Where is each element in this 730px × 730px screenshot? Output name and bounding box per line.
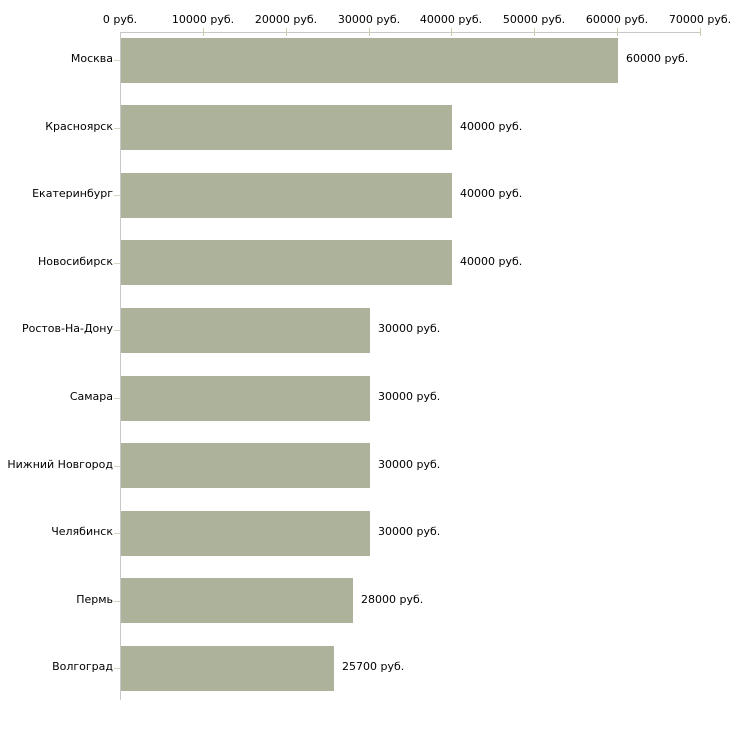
x-axis-tick [203, 28, 204, 36]
y-axis-tick [114, 128, 120, 129]
value-label: 30000 руб. [378, 390, 441, 403]
value-label: 40000 руб. [460, 255, 523, 268]
y-axis-tick [114, 533, 120, 534]
y-axis-tick [114, 330, 120, 331]
bar [121, 105, 452, 150]
value-label: 30000 руб. [378, 458, 441, 471]
bar [121, 376, 370, 421]
x-axis-tick [534, 28, 535, 36]
bar [121, 511, 370, 556]
x-axis-tick [369, 28, 370, 36]
y-axis-tick [114, 601, 120, 602]
category-label: Челябинск [51, 525, 113, 538]
category-label: Ростов-На-Дону [21, 322, 113, 335]
category-label: Красноярск [45, 120, 113, 133]
x-axis-tick [286, 28, 287, 36]
value-label: 30000 руб. [378, 322, 441, 335]
category-label: Новосибирск [37, 255, 113, 268]
y-axis-line [120, 32, 121, 700]
bar [121, 240, 452, 285]
y-axis-tick [114, 195, 120, 196]
value-label: 60000 руб. [626, 52, 689, 65]
x-axis-tick [451, 28, 452, 36]
x-axis-tick-label: 40000 руб. [419, 13, 483, 26]
y-axis-tick [114, 668, 120, 669]
value-label: 25700 руб. [342, 660, 405, 673]
x-axis-tick-label: 20000 руб. [254, 13, 318, 26]
category-label: Волгоград [52, 660, 113, 673]
bar [121, 578, 353, 623]
category-label: Екатеринбург [32, 187, 113, 200]
bar [121, 443, 370, 488]
x-axis-tick-label: 60000 руб. [585, 13, 649, 26]
x-axis-tick [700, 28, 701, 36]
bar [121, 308, 370, 353]
x-axis-tick-label: 30000 руб. [337, 13, 401, 26]
x-axis-tick [617, 28, 618, 36]
bar [121, 38, 618, 83]
category-label: Самара [69, 390, 113, 403]
value-label: 40000 руб. [460, 187, 523, 200]
y-axis-tick [114, 466, 120, 467]
value-label: 40000 руб. [460, 120, 523, 133]
y-axis-tick [114, 60, 120, 61]
x-axis-tick-label: 50000 руб. [502, 13, 566, 26]
x-axis-tick-label: 70000 руб. [668, 13, 730, 26]
category-label: Пермь [76, 593, 113, 606]
x-axis-tick-label: 10000 руб. [171, 13, 235, 26]
value-label: 30000 руб. [378, 525, 441, 538]
y-axis-tick [114, 263, 120, 264]
value-label: 28000 руб. [361, 593, 424, 606]
x-axis-tick-label: 0 руб. [102, 13, 138, 26]
bar [121, 173, 452, 218]
x-axis-line [120, 32, 701, 33]
bar [121, 646, 334, 691]
category-label: Москва [70, 52, 113, 65]
y-axis-tick [114, 398, 120, 399]
category-label: Нижний Новгород [7, 458, 113, 471]
